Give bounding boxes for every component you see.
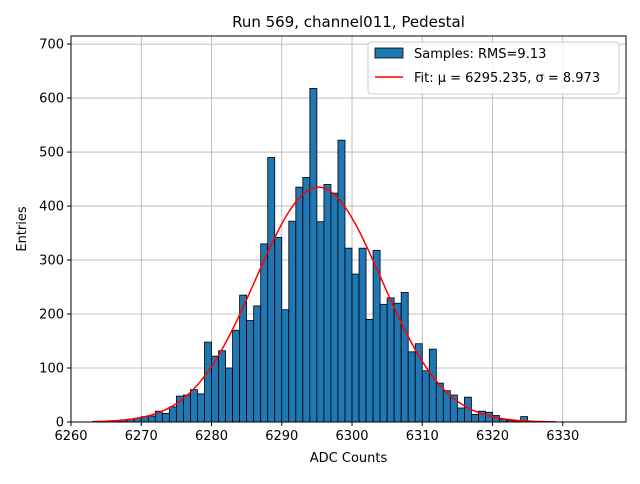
x-tick-label: 6320: [476, 429, 509, 444]
x-axis-label: ADC Counts: [310, 451, 388, 466]
histogram-bar: [302, 177, 311, 423]
y-tick-label: 700: [39, 38, 64, 53]
histogram-bar: [225, 367, 233, 423]
legend-label-samples: Samples: RMS=9.13: [414, 47, 546, 62]
histogram-bar: [260, 243, 269, 423]
histogram-bar: [365, 319, 374, 423]
histogram-bar: [323, 184, 332, 423]
y-tick-label: 100: [39, 362, 64, 377]
histogram-bar: [197, 393, 205, 423]
histogram-bar: [421, 370, 430, 423]
histogram-bar: [316, 221, 325, 423]
histogram-bar: [309, 87, 318, 423]
histogram-bar: [471, 414, 479, 423]
x-tick-label: 6270: [125, 429, 158, 444]
histogram-bar: [281, 309, 290, 423]
histogram-bar: [386, 297, 395, 423]
histogram-bar: [168, 406, 177, 423]
grid: [70, 36, 626, 423]
histogram-bar: [253, 305, 262, 423]
histogram-bar: [274, 236, 283, 423]
legend: Samples: RMS=9.13 Fit: μ = 6295.235, σ =…: [367, 41, 620, 95]
histogram-bar: [407, 351, 416, 423]
y-tick-label: 300: [39, 254, 64, 269]
histogram-bar: [161, 412, 170, 423]
y-tick-label: 500: [39, 146, 64, 161]
histogram-bar: [295, 186, 304, 423]
histogram-bar: [218, 350, 226, 423]
histogram-bar: [147, 415, 156, 423]
histogram-bar: [288, 220, 297, 423]
x-tick-label: 6280: [195, 429, 228, 444]
histogram-bar: [330, 192, 339, 423]
histogram-bar: [267, 157, 276, 423]
chart-title: Run 569, channel011, Pedestal: [232, 13, 465, 31]
histogram-bar: [379, 303, 388, 423]
histogram-bar: [183, 394, 191, 423]
y-tick-label: 400: [39, 200, 64, 215]
histogram-bar: [232, 329, 241, 423]
y-axis-label: Entries: [15, 206, 30, 252]
histogram-bar: [246, 320, 255, 423]
x-tick-label: 6330: [546, 429, 579, 444]
histogram-bar: [400, 292, 409, 423]
y-tick-label: 600: [39, 92, 64, 107]
histogram-bar: [190, 389, 198, 423]
y-tick-label: 200: [39, 308, 64, 323]
x-tick-label: 6310: [406, 429, 439, 444]
x-tick-label: 6290: [265, 429, 298, 444]
histogram-bar: [372, 249, 381, 423]
gaussian-fit: [92, 186, 556, 423]
legend-label-fit: Fit: μ = 6295.235, σ = 8.973: [414, 71, 600, 86]
legend-swatch-samples: [374, 47, 404, 59]
histogram-bar: [351, 273, 360, 423]
histogram-bar: [204, 341, 212, 423]
legend-box: [367, 41, 620, 95]
y-axis-ticks: 0 100 200 300 400 500 600 700: [39, 38, 71, 431]
y-tick-label: 0: [56, 416, 64, 431]
histogram-bar: [344, 247, 353, 423]
histogram-bar: [435, 382, 444, 423]
histogram-bar: [358, 247, 367, 423]
histogram-bar: [337, 139, 346, 423]
fit-curve: [92, 186, 556, 423]
histogram-bar: [456, 407, 465, 423]
x-tick-label: 6260: [54, 429, 87, 444]
histogram-bar: [428, 348, 437, 423]
histogram-bars: [112, 87, 529, 423]
plot-frame: [70, 35, 627, 423]
x-axis-ticks: 6260 6270 6280 6290 6300 6310 6320 6330: [54, 422, 579, 444]
x-tick-label: 6300: [335, 429, 368, 444]
